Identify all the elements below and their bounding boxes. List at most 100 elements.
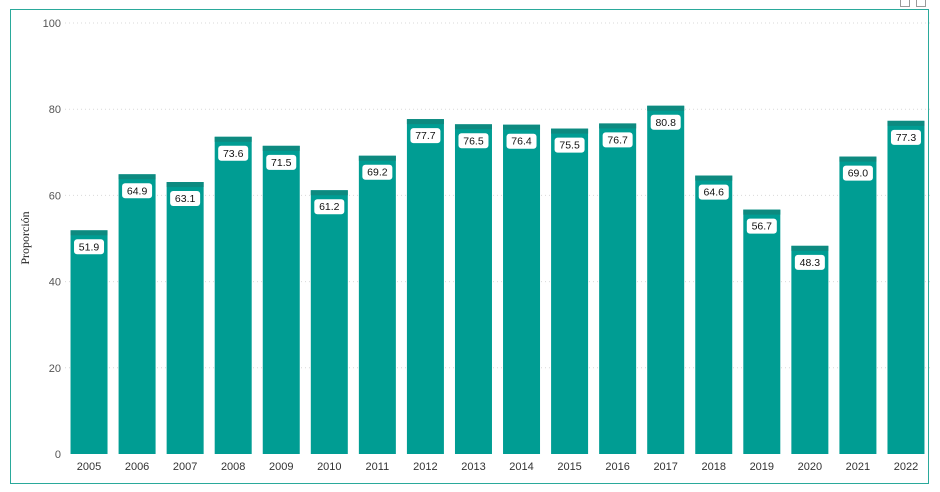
data-label: 77.3 [896, 132, 917, 144]
x-tick-label: 2022 [894, 461, 918, 473]
bar-cap [166, 182, 204, 188]
bar-2021[interactable]: 69.0 [839, 156, 877, 455]
bar-body[interactable] [358, 155, 396, 455]
bar-cap [310, 190, 348, 196]
data-label: 69.0 [848, 168, 869, 180]
gridlines [65, 22, 930, 369]
y-axis: 0 20 40 60 80 100 [43, 18, 61, 461]
data-label: 69.2 [367, 167, 388, 179]
chart-visual-frame [10, 9, 929, 484]
bar-2013[interactable]: 76.5 [454, 124, 492, 454]
bar-2019[interactable]: 56.7 [743, 209, 781, 454]
bar-cap [503, 124, 541, 130]
bar-body[interactable] [454, 124, 492, 454]
bar-cap [214, 136, 252, 142]
data-label: 51.9 [79, 241, 100, 253]
bar-2016[interactable]: 76.7 [599, 123, 637, 454]
bar-2011[interactable]: 69.2 [358, 155, 396, 455]
y-tick-label: 20 [49, 363, 61, 375]
data-label: 56.7 [752, 221, 773, 233]
bar-cap [70, 230, 108, 236]
bar-2006[interactable]: 64.9 [118, 174, 156, 454]
data-label-box [506, 133, 537, 149]
bar-cap [406, 119, 444, 125]
bar-body[interactable] [695, 175, 733, 454]
bars: 51.9 64.9 63.1 73.6 71.5 61.2 69.2 77.7 76.5 76.4… [70, 105, 925, 455]
bar-body[interactable] [647, 105, 685, 454]
y-tick-label: 100 [43, 18, 61, 30]
bar-2010[interactable]: 61.2 [310, 190, 348, 454]
bar-2009[interactable]: 71.5 [262, 145, 300, 454]
data-label: 48.3 [800, 257, 821, 269]
focus-mode-icon[interactable] [916, 0, 926, 7]
bar-body[interactable] [118, 174, 156, 454]
visual-header [900, 0, 926, 8]
data-label-box [794, 254, 825, 270]
bar-cap [695, 175, 733, 181]
bar-cap [791, 245, 829, 251]
x-tick-label: 2012 [413, 461, 437, 473]
data-label: 76.5 [463, 135, 484, 147]
y-axis-title: Proporción [18, 211, 32, 264]
bar-body[interactable] [503, 124, 541, 454]
bar-2014[interactable]: 76.4 [503, 124, 541, 454]
bar-cap [551, 128, 589, 134]
bar-2008[interactable]: 73.6 [214, 136, 252, 454]
y-tick-label: 80 [49, 104, 61, 116]
data-label: 75.5 [559, 140, 580, 152]
bar-body[interactable] [599, 123, 637, 454]
x-axis: 2005 2006 2007 2008 2009 2010 2011 2012 2013 2014… [77, 461, 918, 473]
data-label: 80.8 [655, 117, 676, 129]
bar-body[interactable] [214, 136, 252, 454]
x-tick-label: 2008 [221, 461, 245, 473]
bar-body[interactable] [887, 120, 925, 454]
data-label-box [890, 129, 921, 145]
data-label: 64.9 [127, 185, 148, 197]
data-label-box [266, 154, 297, 170]
bar-2007[interactable]: 63.1 [166, 182, 204, 454]
bar-2018[interactable]: 64.6 [695, 175, 733, 454]
bar-cap [358, 155, 396, 161]
x-tick-label: 2014 [509, 461, 533, 473]
data-label-box [842, 165, 873, 181]
x-tick-label: 2018 [702, 461, 726, 473]
x-tick-label: 2011 [366, 461, 390, 473]
data-label: 76.7 [607, 134, 628, 146]
data-label-box [362, 164, 393, 180]
bar-2017[interactable]: 80.8 [647, 105, 685, 454]
data-label: 76.4 [511, 136, 532, 148]
bar-cap [743, 209, 781, 215]
bar-2022[interactable]: 77.3 [887, 120, 925, 454]
x-tick-label: 2005 [77, 461, 101, 473]
bar-body[interactable] [406, 119, 444, 454]
bar-body[interactable] [70, 230, 108, 454]
bar-2015[interactable]: 75.5 [551, 128, 589, 454]
data-label: 61.2 [319, 201, 340, 213]
bar-body[interactable] [310, 190, 348, 454]
data-label-box [746, 218, 777, 234]
data-label: 73.6 [223, 148, 244, 160]
filter-icon[interactable] [900, 0, 910, 7]
bar-2020[interactable]: 48.3 [791, 245, 829, 454]
bar-body[interactable] [839, 156, 877, 455]
x-tick-label: 2009 [269, 461, 293, 473]
x-tick-label: 2015 [557, 461, 581, 473]
x-tick-label: 2020 [798, 461, 822, 473]
bar-body[interactable] [743, 209, 781, 454]
bar-body[interactable] [166, 182, 204, 454]
x-tick-label: 2021 [846, 461, 870, 473]
bar-2005[interactable]: 51.9 [70, 230, 108, 454]
data-label-box [74, 239, 105, 255]
x-tick-label: 2010 [317, 461, 341, 473]
y-tick-label: 60 [49, 190, 61, 202]
data-label-box [314, 199, 345, 215]
bar-body[interactable] [262, 145, 300, 454]
x-tick-label: 2016 [605, 461, 629, 473]
data-label-box [698, 184, 729, 200]
bar-2012[interactable]: 77.7 [406, 119, 444, 454]
bar-cap [118, 174, 156, 180]
bar-cap [647, 105, 685, 111]
bar-body[interactable] [791, 245, 829, 454]
bar-body[interactable] [551, 128, 589, 454]
